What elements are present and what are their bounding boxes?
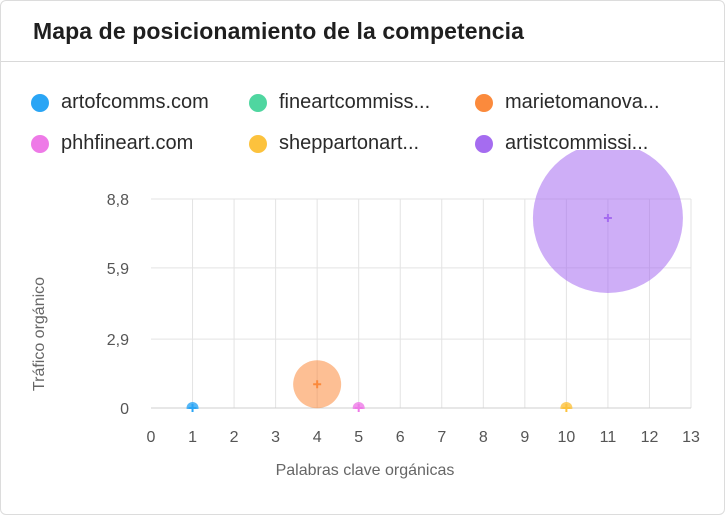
x-tick-label: 8 xyxy=(479,429,488,446)
legend-label: marietomanova... xyxy=(505,91,660,113)
x-tick-label: 0 xyxy=(147,429,156,446)
x-tick-label: 3 xyxy=(271,429,280,446)
x-tick-label: 13 xyxy=(682,429,700,446)
x-tick-labels: 0 1 2 3 4 5 6 7 8 9 10 11 12 13 xyxy=(147,429,700,446)
legend-label: sheppartonart... xyxy=(279,132,420,154)
point-marker xyxy=(354,404,363,412)
legend-label: artofcomms.com xyxy=(61,91,209,113)
y-tick-labels: 0 2,9 5,9 8,8 xyxy=(107,192,129,418)
x-tick-label: 4 xyxy=(313,429,322,446)
x-tick-label: 2 xyxy=(230,429,239,446)
legend-item-marietomanova[interactable]: marietomanova... xyxy=(475,91,705,114)
legend-dot-icon xyxy=(31,93,49,112)
x-tick-label: 12 xyxy=(641,429,659,446)
legend-item-fineartcommiss[interactable]: fineartcommiss... xyxy=(249,91,475,114)
legend-item-artofcomms[interactable]: artofcomms.com xyxy=(31,91,249,114)
y-tick-label: 8,8 xyxy=(107,192,129,209)
legend-item-artistcommissi[interactable]: artistcommissi... xyxy=(475,132,705,155)
y-tick-label: 2,9 xyxy=(107,332,129,349)
point-marker xyxy=(603,214,612,222)
x-tick-label: 7 xyxy=(437,429,446,446)
legend-dot-icon xyxy=(249,93,267,112)
bubbles-layer xyxy=(186,150,683,409)
legend-dot-icon xyxy=(249,134,267,153)
legend-label: fineartcommiss... xyxy=(279,91,431,113)
x-tick-label: 10 xyxy=(557,429,575,446)
point-marker xyxy=(313,380,322,389)
legend-dot-icon xyxy=(31,134,49,153)
page-title: Mapa de posicionamiento de la competenci… xyxy=(33,17,525,44)
chart-legend: artofcomms.com fineartcommiss... marieto… xyxy=(31,91,711,155)
x-axis-label: Palabras clave orgánicas xyxy=(276,462,455,479)
card-header: Mapa de posicionamiento de la competenci… xyxy=(1,1,724,62)
markers-layer xyxy=(188,214,612,412)
legend-dot-icon xyxy=(475,93,493,112)
x-tick-label: 11 xyxy=(600,429,617,446)
legend-item-sheppartonart[interactable]: sheppartonart... xyxy=(249,132,475,155)
x-tick-label: 5 xyxy=(354,429,363,446)
legend-item-phhfineart[interactable]: phhfineart.com xyxy=(31,132,249,155)
legend-label: artistcommissi... xyxy=(505,132,649,154)
legend-label: phhfineart.com xyxy=(61,132,194,154)
x-tick-label: 1 xyxy=(188,429,197,446)
y-tick-label: 0 xyxy=(120,401,129,418)
legend-dot-icon xyxy=(475,134,493,153)
point-marker xyxy=(562,404,571,412)
y-tick-label: 5,9 xyxy=(107,261,129,278)
x-tick-label: 9 xyxy=(520,429,529,446)
x-tick-label: 6 xyxy=(396,429,405,446)
y-axis-label: Tráfico orgánico xyxy=(31,277,48,391)
point-marker xyxy=(188,404,197,412)
